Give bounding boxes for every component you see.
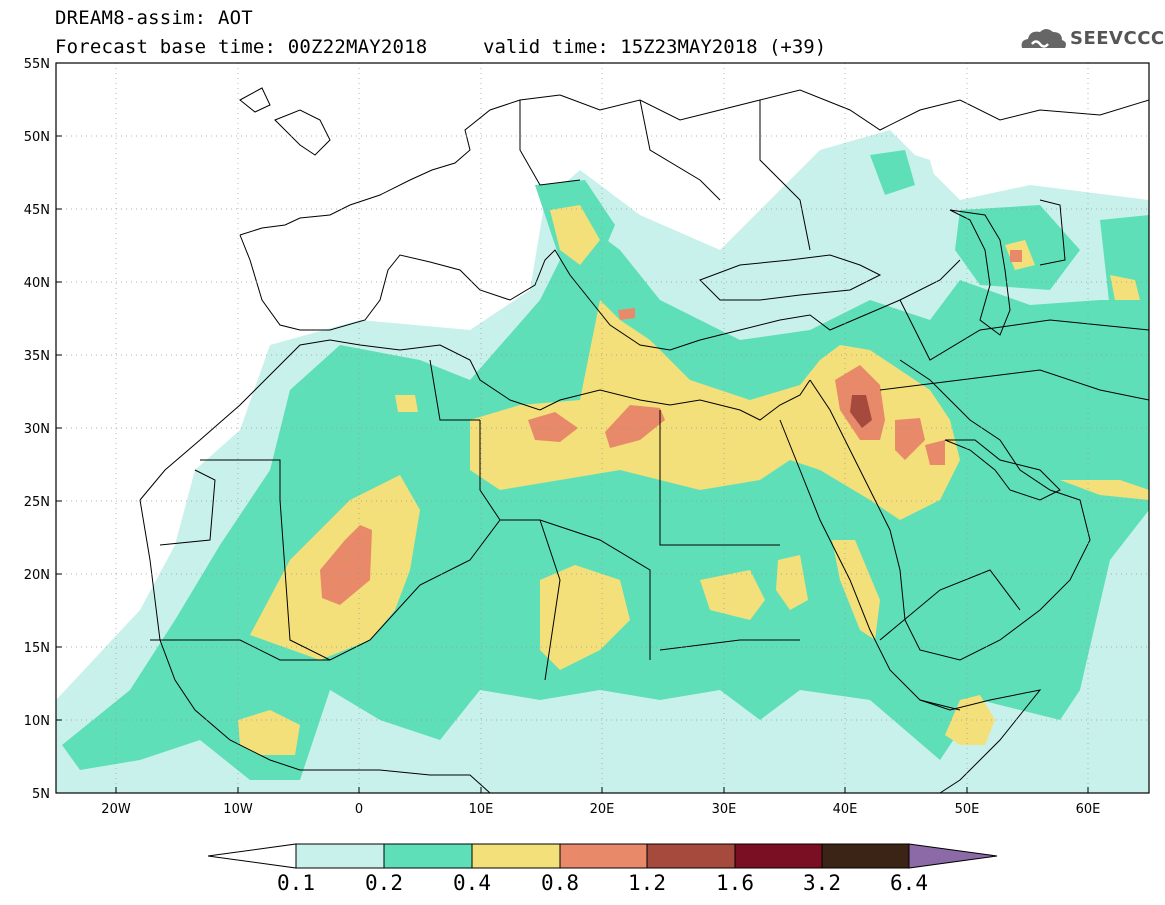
aot-field [56,130,1149,793]
valid-time: valid time: 15Z23MAY2018 (+39) [483,36,827,58]
map-title: DREAM8-assim: AOT [55,7,253,29]
lat-label: 30N [24,422,50,437]
lon-label: 30E [712,802,737,817]
colorbar-swatch [383,843,473,869]
colorbar-swatch [734,843,823,869]
colorbar-swatch [471,843,561,869]
colorbar-label: 3.2 [803,871,841,895]
lat-label: 20N [24,568,50,583]
cloud-icon [1021,29,1066,48]
colorbar [207,843,998,869]
colorbar-over-triangle [908,843,998,869]
logo-text: SEEVCCC [1070,28,1165,49]
lon-label: 40E [833,802,858,817]
colorbar-swatch [821,843,910,869]
colorbar-label: 1.6 [716,871,754,895]
colorbar-label: 0.1 [277,871,315,895]
lon-label: 0 [355,802,363,817]
lat-label: 15N [24,641,50,656]
lon-label: 10W [223,802,253,817]
colorbar-label: 1.2 [628,871,666,895]
lat-label: 50N [24,130,50,145]
lat-label: 25N [24,495,50,510]
graticule [56,63,1149,793]
lat-label: 35N [24,349,50,364]
lat-label: 45N [24,203,50,218]
lat-label: 10N [24,714,50,729]
axis-ticks [56,62,1089,794]
lat-label: 5N [32,787,50,802]
colorbar-under-triangle [207,843,297,869]
lat-label: 40N [24,276,50,291]
colorbar-label: 6.4 [890,871,928,895]
colorbar-label: 0.4 [453,871,491,895]
colorbar-swatch [559,843,648,869]
lon-label: 20W [101,802,131,817]
colorbar-swatch [646,843,736,869]
forecast-base-time: Forecast base time: 00Z22MAY2018 [55,36,428,58]
lon-label: 10E [469,802,494,817]
lon-label: 20E [590,802,615,817]
latitude-labels: 55N 50N 45N 40N 35N 30N 25N 20N 15N 10N … [24,57,50,802]
colorbar-label: 0.2 [365,871,403,895]
colorbar-label: 0.8 [541,871,579,895]
lat-label: 55N [24,57,50,72]
lon-label: 60E [1076,802,1101,817]
colorbar-swatch [295,843,385,869]
coastlines-and-borders [139,87,1149,793]
longitude-labels: 20W 10W 0 10E 20E 30E 40E 50E 60E [101,802,1100,817]
lon-label: 50E [955,802,980,817]
